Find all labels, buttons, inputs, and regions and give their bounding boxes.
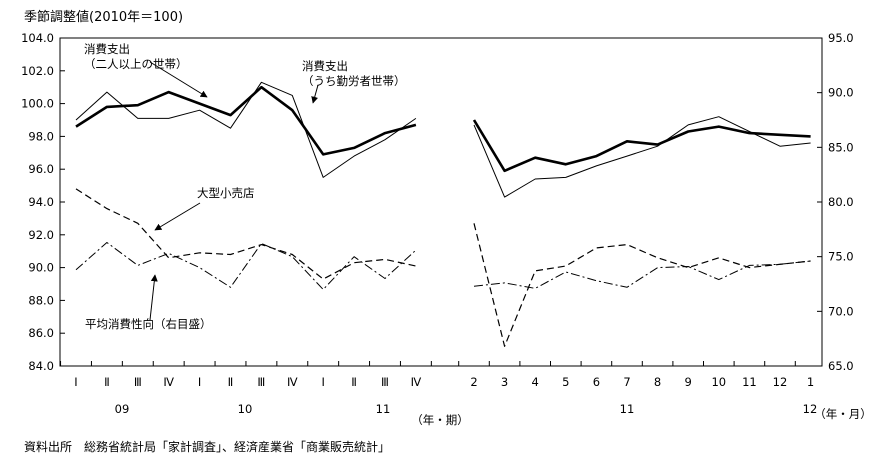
series-0-label: （二人以上の世帯） <box>84 57 188 71</box>
x-label-quarter: Ⅳ <box>287 375 298 389</box>
x-year-label: 11 <box>620 402 635 416</box>
x-label-quarter: Ⅲ <box>134 375 142 389</box>
series-0-label: 消費支出 <box>84 42 130 56</box>
left-tick-label: 94.0 <box>28 195 54 209</box>
series-2-quarterly-line <box>75 188 417 280</box>
series-1-label: （うち勤労者世帯） <box>302 74 406 88</box>
series-3-monthly-line <box>473 260 811 289</box>
annotations: 消費支出（二人以上の世帯） 消費支出（うち勤労者世帯）大型小売店平均消費性向（右目… <box>84 42 406 331</box>
right-tick-label: 95.0 <box>828 31 854 45</box>
series-1-leader-arrow <box>311 84 319 104</box>
series-3-quarterly-line <box>75 242 417 290</box>
x-year-label: 11 <box>376 402 391 416</box>
x-label-quarter: Ⅱ <box>228 375 234 389</box>
x-label-month: 8 <box>654 375 661 389</box>
x-label-month: 4 <box>532 375 539 389</box>
right-tick-label: 70.0 <box>828 304 854 318</box>
x-label-quarter: Ⅲ <box>257 375 265 389</box>
x-label-quarter: Ⅳ <box>411 375 422 389</box>
x-label-month: 2 <box>470 375 477 389</box>
x-label-month: 11 <box>742 375 757 389</box>
series-lines <box>75 81 811 347</box>
x-label-quarter: Ⅱ <box>104 375 110 389</box>
x-label-month: 7 <box>623 375 630 389</box>
x-label-month: 1 <box>807 375 814 389</box>
x-label-month: 12 <box>773 375 788 389</box>
x-label-quarter: Ⅱ <box>351 375 357 389</box>
series-2-leader-arrow <box>154 202 201 231</box>
x-year-label: 12 <box>803 402 818 416</box>
x-label-month: 5 <box>562 375 569 389</box>
chart-title: 季節調整値(2010年＝100) <box>24 10 184 25</box>
x-label-quarter: Ⅰ <box>321 375 324 389</box>
left-tick-label: 92.0 <box>28 228 54 242</box>
left-tick-label: 84.0 <box>28 359 54 373</box>
right-tick-label: 80.0 <box>828 195 854 209</box>
x-label-quarter: Ⅰ <box>198 375 201 389</box>
series-1-label: 消費支出 <box>302 59 348 73</box>
left-tick-label: 104.0 <box>21 31 54 45</box>
series-2-monthly-line <box>473 223 811 347</box>
series-3-leader-arrow <box>149 274 158 321</box>
x-label-month: 6 <box>593 375 600 389</box>
left-tick-label: 98.0 <box>28 129 54 143</box>
series-3-label: 平均消費性向（右目盛） <box>85 317 212 331</box>
series-1-monthly-line <box>473 116 811 198</box>
series-0-monthly-line <box>472 119 811 173</box>
series-0-leader-arrow <box>149 61 208 98</box>
series-1-quarterly-line <box>75 81 417 178</box>
x-label-month: 9 <box>685 375 692 389</box>
x-label-quarter: Ⅳ <box>163 375 174 389</box>
left-tick-label: 86.0 <box>28 326 54 340</box>
x-label-month: 3 <box>501 375 508 389</box>
right-tick-label: 75.0 <box>828 250 854 264</box>
x-label-month: 10 <box>711 375 726 389</box>
left-tick-label: 100.0 <box>21 97 54 111</box>
x-year-label: 10 <box>238 402 253 416</box>
series-0-quarterly-line <box>75 85 417 156</box>
right-tick-label: 65.0 <box>828 359 854 373</box>
left-tick-label: 88.0 <box>28 293 54 307</box>
x-unit-monthly: （年・月） <box>814 407 872 421</box>
x-unit-quarterly: （年・期） <box>411 413 469 427</box>
x-label-quarter: Ⅰ <box>74 375 77 389</box>
series-2-label: 大型小売店 <box>197 186 255 200</box>
left-tick-label: 90.0 <box>28 261 54 275</box>
source-note: 資料出所 総務省統計局「家計調査」、経済産業省「商業販売統計」 <box>24 440 391 454</box>
right-tick-label: 85.0 <box>828 140 854 154</box>
left-tick-label: 96.0 <box>28 162 54 176</box>
x-year-label: 09 <box>115 402 130 416</box>
left-tick-label: 102.0 <box>21 64 54 78</box>
axes: 84.086.088.090.092.094.096.098.0100.0102… <box>21 31 872 427</box>
right-tick-label: 90.0 <box>828 86 854 100</box>
x-label-quarter: Ⅲ <box>381 375 389 389</box>
